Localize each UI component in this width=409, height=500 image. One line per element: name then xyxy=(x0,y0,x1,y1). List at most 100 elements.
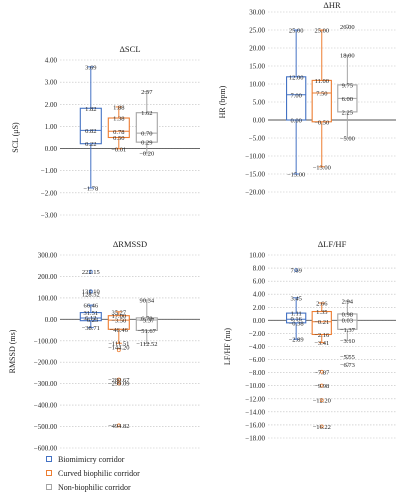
data-label: 1.62 xyxy=(141,110,152,117)
y-tick-label: 10.00 xyxy=(249,252,265,260)
box-series-1: 7.69 3.45 1.110.16−0.38 −2.89 xyxy=(286,268,307,344)
outlier-point xyxy=(319,398,324,402)
y-tick-label: 0.00 xyxy=(253,317,266,325)
data-label: −6.23 xyxy=(83,317,98,324)
data-label: −3.37 xyxy=(139,318,155,325)
box-series-3: 26.00 18.00 9.75 6.00 2.25 −5.00 xyxy=(337,24,358,143)
data-label: −6.73 xyxy=(340,362,355,369)
panel-1: −3.00 −2.00 −1.00 0.00 1.00 2.00 3.00 4.00 ΔSCL S… xyxy=(11,44,200,220)
outlier-point xyxy=(116,377,121,382)
data-label: 6.00 xyxy=(342,96,353,103)
data-label: 6.12 xyxy=(85,315,96,322)
data-label: 0.70 xyxy=(141,131,152,138)
legend-item-curved: Curved biophilic corridor xyxy=(46,467,306,479)
y-tick-label: −20.00 xyxy=(245,189,265,197)
data-label: 9.75 xyxy=(342,82,353,89)
outlier-point xyxy=(319,383,324,388)
box-series-3: 2.57 1.62 0.70 0.29 −0.20 xyxy=(135,89,158,158)
y-axis-label: LF/HF (nu) xyxy=(223,328,232,365)
data-label: −1.37 xyxy=(340,327,356,334)
y-tick-label: −10.00 xyxy=(245,382,265,390)
y-tick-label: −400.00 xyxy=(34,402,58,410)
y-tick-label: 0.00 xyxy=(45,145,58,153)
data-label: −0.50 xyxy=(314,119,329,126)
box-iqr xyxy=(311,79,332,123)
data-label: 6.78 xyxy=(141,315,152,322)
data-label: 1.11 xyxy=(291,311,302,318)
y-tick-label: −500.00 xyxy=(34,423,58,431)
y-tick-label: 4.00 xyxy=(45,57,58,65)
data-label: 7.50 xyxy=(316,91,327,98)
data-label: 0.82 xyxy=(85,128,96,135)
data-label: 7.69 xyxy=(290,268,301,275)
legend-swatch-curved xyxy=(46,470,52,476)
data-label: 222.15 xyxy=(82,269,100,276)
y-tick-label: 10.00 xyxy=(249,81,265,89)
panel-title: ΔSCL xyxy=(119,44,140,54)
panel-3: −600.00 −500.00 −400.00 −300.00 −200.00 −100.… xyxy=(8,239,200,453)
legend-swatch-biomimicry xyxy=(46,456,52,462)
y-tick-label: −8.00 xyxy=(249,369,266,377)
data-label: −16.22 xyxy=(313,424,331,431)
y-axis-label: RMSSD (ms) xyxy=(8,329,17,373)
data-label: −1.78 xyxy=(83,185,98,192)
y-tick-label: 15.00 xyxy=(249,63,265,71)
data-label: −7.87 xyxy=(314,369,330,376)
data-label: 31.51 xyxy=(83,310,98,317)
legend-label-biomimicry: Biomimicry corridor xyxy=(58,454,125,464)
data-label: 3.69 xyxy=(85,64,96,71)
y-tick-label: 5.00 xyxy=(253,99,266,107)
legend-label-nonbiophilic: Non-biophilic corridor xyxy=(58,482,131,492)
box-series-1: 3.69 1.82 0.82 0.22 −1.78 xyxy=(79,64,102,192)
data-label: −51.67 xyxy=(138,328,157,335)
data-label: −13.00 xyxy=(313,164,331,171)
box-series-3: 2.94 0.980.03 −1.37 −3.10 −5.55−6.73 xyxy=(337,299,358,369)
data-label: −2.89 xyxy=(289,337,304,344)
data-label: −144.20 xyxy=(108,344,130,351)
data-label: −0.01 xyxy=(111,146,126,153)
y-tick-label: −2.00 xyxy=(249,330,266,338)
data-label: −0.20 xyxy=(139,151,154,158)
outlier-point xyxy=(319,369,324,374)
data-label: 0.50 xyxy=(113,135,124,142)
box-iqr xyxy=(79,107,102,145)
y-tick-label: −3.00 xyxy=(41,212,58,220)
data-label: 35.27 xyxy=(111,309,126,316)
data-label: −111.51 xyxy=(108,341,129,348)
data-label: 17.00 xyxy=(111,313,126,320)
y-tick-label: 300.00 xyxy=(38,252,58,260)
data-label: 12.00 xyxy=(289,74,304,81)
data-label: −0.21 xyxy=(314,319,329,326)
y-tick-label: −200.00 xyxy=(34,359,58,367)
box-iqr xyxy=(79,312,102,322)
y-tick-label: 2.00 xyxy=(253,304,266,312)
data-label: 18.00 xyxy=(340,53,355,60)
panel-title: ΔRMSSD xyxy=(113,239,147,249)
data-label: 1.82 xyxy=(85,106,96,113)
data-label: 0.16 xyxy=(290,316,302,323)
box-iqr xyxy=(107,117,130,139)
outlier-point xyxy=(88,289,93,294)
data-label: −46.46 xyxy=(110,327,129,334)
data-label: 2.25 xyxy=(342,109,353,116)
y-tick-label: −2.00 xyxy=(41,189,58,197)
box-iqr xyxy=(337,313,358,330)
outlier-point xyxy=(88,269,93,274)
y-tick-label: 100.00 xyxy=(38,294,58,302)
y-tick-label: 25.00 xyxy=(249,27,265,35)
data-label: 3.45 xyxy=(290,295,301,302)
box-series-2: 2.66 1.35 −0.21 −2.16−3.41 −7.87 −9.98 −12.20 −… xyxy=(311,300,332,431)
data-label: 0.78 xyxy=(113,129,124,136)
data-label: 1.35 xyxy=(316,309,327,316)
outlier-point xyxy=(294,268,299,272)
data-label: −494.82 xyxy=(108,423,130,430)
panel-title: ΔHR xyxy=(323,0,341,10)
y-tick-label: −10.00 xyxy=(245,153,265,161)
outlier-point xyxy=(345,354,350,359)
y-tick-label: −4.00 xyxy=(249,343,266,351)
data-label: 0.22 xyxy=(85,141,96,148)
box-series-1: 25.00 12.00 7.00 0.00 −15.00 xyxy=(286,28,307,179)
